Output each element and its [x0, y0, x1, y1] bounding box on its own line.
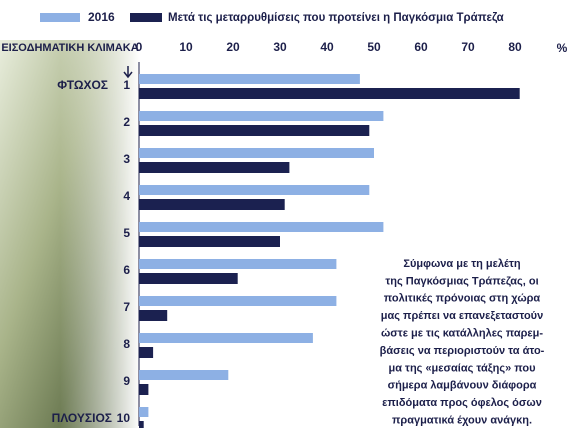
bar: [139, 111, 383, 121]
x-tick-label: 40: [320, 40, 334, 54]
x-tick-label: 10: [179, 40, 193, 54]
note-line: βάσεις να περιοριστούν τα άτο-: [380, 345, 545, 357]
bar: [139, 88, 520, 99]
bar: [139, 347, 153, 358]
bar: [139, 199, 285, 210]
annotation-bottom: ΠΛΟΥΣΙΟΣ: [52, 411, 112, 425]
legend-swatch: [40, 13, 80, 22]
bar: [139, 125, 369, 136]
bar: [139, 222, 383, 232]
note-line: της Παγκόσμιας Τράπεζας, οι: [385, 275, 538, 287]
note-line: μας πρέπει να επανεξεταστούν: [381, 310, 543, 322]
legend-label: Μετά τις μεταρρυθμίσεις που προτείνει η …: [168, 12, 504, 24]
bar: [139, 74, 360, 84]
category-label: 10: [117, 411, 131, 425]
category-label: 6: [123, 263, 130, 277]
bar: [139, 407, 148, 417]
x-tick-label: 30: [273, 40, 287, 54]
note-line: πολιτικές πρόνοιας στη χώρα: [384, 293, 541, 305]
note-line: επιδόματα προς όφελος όσων: [382, 397, 542, 409]
note-line: ώστε με τις κατάλληλες παρεμ-: [381, 328, 543, 340]
x-tick-label: 80: [508, 40, 522, 54]
category-label: 2: [123, 115, 130, 129]
chart: ΕΙΣΟΔΗΜΑΤΙΚΗ ΚΛΙΜΑΚΑ 2016Μετά τις μεταρρ…: [0, 0, 584, 428]
x-tick-label: 20: [226, 40, 240, 54]
x-tick-label: 70: [461, 40, 475, 54]
note-line: Σύμφωνα με τη μελέτη: [403, 258, 520, 270]
bar: [139, 310, 167, 321]
bar: [139, 384, 148, 395]
note-line: μα της «μεσαίας τάξης» που: [388, 362, 535, 374]
category-label: 1: [123, 78, 130, 92]
bar: [139, 148, 374, 158]
note-line: σήμερα λαμβάνουν διάφορα: [388, 380, 537, 392]
category-label: 8: [123, 337, 130, 351]
x-tick-label: 0: [136, 40, 143, 54]
bar: [139, 333, 313, 343]
bar: [139, 185, 369, 195]
axis-label: ΕΙΣΟΔΗΜΑΤΙΚΗ ΚΛΙΜΑΚΑ: [1, 42, 138, 54]
x-tick-label: 50: [367, 40, 381, 54]
category-label: 5: [123, 226, 130, 240]
x-tick-label: 60: [414, 40, 428, 54]
category-label: 7: [123, 300, 130, 314]
bar: [139, 236, 280, 247]
bar: [139, 259, 336, 269]
legend-label: 2016: [88, 10, 115, 24]
bar: [139, 296, 336, 306]
category-label: 3: [123, 152, 130, 166]
bar: [139, 421, 144, 428]
bar: [139, 162, 289, 173]
category-label: 4: [123, 189, 130, 203]
bar: [139, 370, 228, 380]
legend-swatch: [130, 13, 162, 22]
category-label: 9: [123, 374, 130, 388]
annotation-top: ΦΤΩΧΟΣ: [57, 78, 108, 92]
bar: [139, 273, 238, 284]
note-line: πραγματικά έχουν ανάγκη.: [392, 415, 532, 427]
unit-label: %: [557, 41, 568, 55]
